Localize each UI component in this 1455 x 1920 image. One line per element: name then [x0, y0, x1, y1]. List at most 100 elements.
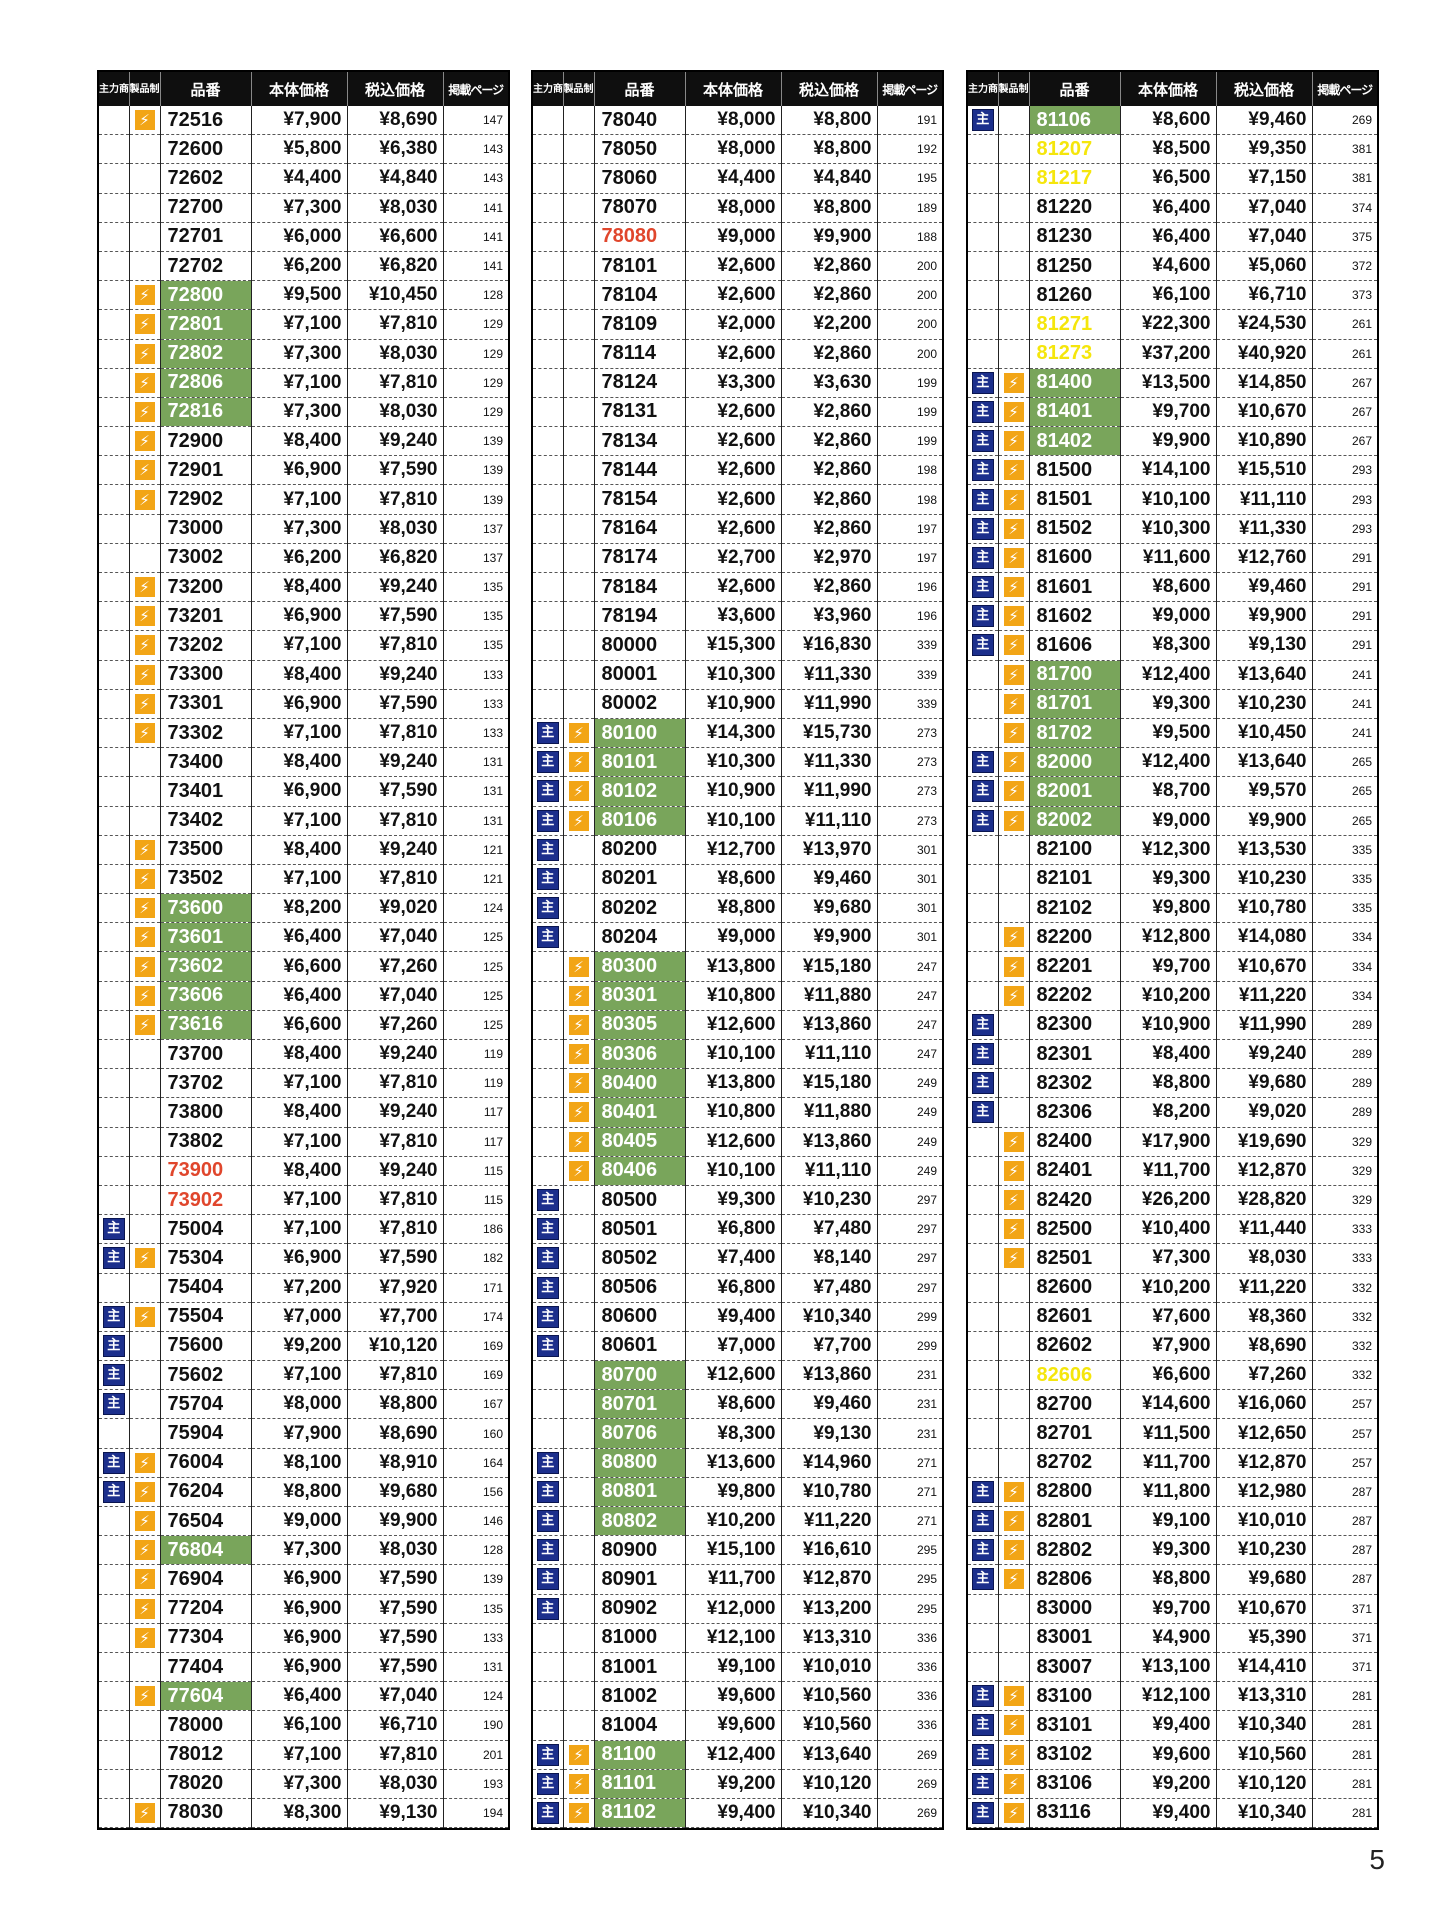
product-code: 72900 — [160, 426, 252, 457]
base-price: ¥9,300 — [1120, 864, 1217, 895]
tax-price: ¥5,060 — [1216, 251, 1313, 282]
main-product-icon: 主 — [971, 1013, 994, 1036]
antistatic-cell: ⚡ — [129, 1448, 161, 1478]
table-row: 80700 ¥12,600 ¥13,860 231 — [533, 1360, 942, 1391]
table-row: 78080 ¥9,000 ¥9,900 188 — [533, 222, 942, 252]
base-price: ¥6,000 — [251, 222, 348, 252]
tax-price: ¥9,900 — [781, 922, 878, 953]
base-price: ¥8,000 — [685, 134, 782, 165]
antistatic-cell — [563, 1623, 595, 1653]
table-row: 83001 ¥4,900 ¥5,390 371 — [968, 1623, 1377, 1653]
main-product-cell: 主 — [968, 776, 999, 807]
antistatic-cell: ⚡ — [129, 951, 161, 982]
antistatic-cell: ⚡ — [563, 951, 595, 982]
table-row: ⚡ 80401 ¥10,800 ¥11,880 249 — [533, 1097, 942, 1128]
antistatic-cell — [563, 1594, 595, 1624]
main-product-icon: 主 — [536, 897, 559, 920]
main-product-cell: 主 — [968, 1039, 999, 1070]
antistatic-cell — [563, 1506, 595, 1537]
antistatic-cell — [998, 1623, 1030, 1653]
main-product-cell — [99, 1535, 130, 1566]
lightning-bolt-icon: ⚡ — [134, 285, 155, 306]
tax-price: ¥10,560 — [781, 1681, 878, 1712]
product-code: 72701 — [160, 222, 252, 252]
table-row: 82606 ¥6,600 ¥7,260 332 — [968, 1360, 1377, 1391]
antistatic-cell: ⚡ — [129, 106, 161, 136]
tax-price: ¥7,810 — [347, 1127, 444, 1157]
product-code: 82501 — [1029, 1243, 1121, 1274]
antistatic-cell — [563, 1360, 595, 1391]
table-row: 78174 ¥2,700 ¥2,970 197 — [533, 543, 942, 574]
catalog-page: 273 — [877, 747, 942, 778]
product-code: 73502 — [160, 864, 252, 895]
antistatic-cell — [563, 1331, 595, 1362]
lightning-bolt-icon: ⚡ — [1003, 1540, 1024, 1561]
table-row: ⚡ 72516 ¥7,900 ¥8,690 147 — [99, 106, 508, 136]
base-price: ¥10,200 — [1120, 1273, 1217, 1303]
antistatic-cell: ⚡ — [998, 747, 1030, 778]
tax-price: ¥9,240 — [347, 660, 444, 690]
table-row: 81273 ¥37,200 ¥40,920 261 — [968, 339, 1377, 369]
antistatic-cell: ⚡ — [998, 455, 1030, 486]
main-product-cell: 主 — [968, 1564, 999, 1595]
product-code: 82800 — [1029, 1477, 1121, 1508]
main-product-cell: 主 — [968, 1506, 999, 1537]
table-row: 72600 ¥5,800 ¥6,380 143 — [99, 134, 508, 165]
tax-price: ¥13,640 — [1216, 660, 1313, 690]
table-row: 81271 ¥22,300 ¥24,530 261 — [968, 309, 1377, 340]
main-product-cell — [99, 1156, 130, 1186]
catalog-page: 287 — [1312, 1506, 1377, 1537]
base-price: ¥6,800 — [685, 1273, 782, 1303]
base-price: ¥37,200 — [1120, 339, 1217, 369]
main-product-cell — [99, 455, 130, 486]
main-product-cell — [968, 339, 999, 369]
base-price: ¥14,600 — [1120, 1389, 1217, 1420]
base-price: ¥6,100 — [251, 1710, 348, 1741]
product-code: 78104 — [594, 280, 686, 311]
catalog-page: 381 — [1312, 134, 1377, 165]
catalog-page: 139 — [443, 484, 508, 515]
tax-price: ¥7,040 — [1216, 222, 1313, 252]
base-price: ¥8,800 — [685, 893, 782, 924]
catalog-page: 121 — [443, 864, 508, 895]
catalog-page: 267 — [1312, 426, 1377, 457]
main-product-cell: 主 — [533, 922, 564, 953]
lightning-bolt-icon: ⚡ — [568, 1160, 589, 1181]
table-row: 主 80600 ¥9,400 ¥10,340 299 — [533, 1302, 942, 1332]
tax-price: ¥8,800 — [781, 134, 878, 165]
base-price: ¥7,900 — [251, 106, 348, 136]
main-product-cell — [99, 835, 130, 865]
table-row: 73900 ¥8,400 ¥9,240 115 — [99, 1156, 508, 1186]
table-row: ⚡ 72900 ¥8,400 ¥9,240 139 — [99, 426, 508, 457]
tax-price: ¥9,240 — [347, 1039, 444, 1070]
main-product-cell: 主 — [968, 747, 999, 778]
table-row: 73400 ¥8,400 ¥9,240 131 — [99, 747, 508, 778]
catalog-page: 129 — [443, 397, 508, 428]
main-product-cell — [99, 339, 130, 369]
antistatic-cell: ⚡ — [563, 806, 595, 836]
product-code: 78194 — [594, 601, 686, 632]
tax-price: ¥8,690 — [347, 1418, 444, 1449]
table-row: 82702 ¥11,700 ¥12,870 257 — [968, 1448, 1377, 1478]
table-row: 78124 ¥3,300 ¥3,630 199 — [533, 368, 942, 398]
tax-price: ¥10,010 — [781, 1652, 878, 1683]
tax-price: ¥7,700 — [781, 1331, 878, 1362]
tax-price: ¥9,240 — [347, 572, 444, 603]
main-product-cell — [99, 1010, 130, 1041]
catalog-page: 281 — [1312, 1681, 1377, 1712]
base-price: ¥7,900 — [251, 1418, 348, 1449]
tax-price: ¥12,870 — [1216, 1448, 1313, 1478]
lightning-bolt-icon: ⚡ — [568, 810, 589, 831]
main-product-cell — [533, 1418, 564, 1449]
base-price: ¥12,400 — [1120, 747, 1217, 778]
antistatic-cell: ⚡ — [998, 1740, 1030, 1770]
table-row: 73402 ¥7,100 ¥7,810 131 — [99, 806, 508, 836]
antistatic-cell — [563, 426, 595, 457]
table-row: ⚡ 81701 ¥9,300 ¥10,230 241 — [968, 689, 1377, 719]
tax-price: ¥11,880 — [781, 981, 878, 1011]
product-code: 80902 — [594, 1594, 686, 1624]
tax-price: ¥13,640 — [1216, 747, 1313, 778]
antistatic-cell — [998, 134, 1030, 165]
price-table-column-1: 主力商品 製品制電 品番 本体価格 税込価格 掲載ページ ⚡72516¥7,90… — [97, 70, 510, 1831]
table-row: ⚡ 77304 ¥6,900 ¥7,590 133 — [99, 1623, 508, 1653]
